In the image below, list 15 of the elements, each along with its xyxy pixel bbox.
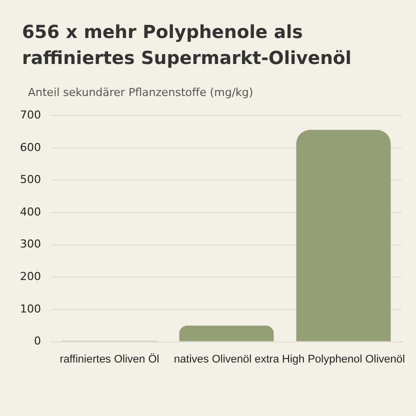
- bar: [296, 130, 391, 342]
- x-tick-label: High Polyphenol Olivenöl: [282, 354, 405, 366]
- x-tick-label: natives Olivenöl extra: [174, 354, 280, 366]
- bar: [179, 326, 274, 342]
- y-tick-label: 200: [20, 270, 41, 284]
- y-tick-label: 700: [20, 108, 41, 122]
- y-tick-label: 300: [20, 238, 41, 251]
- y-tick-label: 0: [34, 334, 41, 348]
- y-tick-label: 400: [20, 206, 41, 219]
- chart-title: 656 x mehr Polyphenole als raffiniertes Supermarkt-Olivenöl: [21, 21, 352, 72]
- x-tick-label: raffiniertes Oliven Öl: [60, 352, 160, 366]
- y-tick-label: 600: [20, 140, 41, 154]
- y-tick-label: 500: [20, 173, 41, 186]
- y-axis-title: Anteil sekundärer Pflanzenstoffe (mg/kg): [27, 85, 254, 100]
- y-tick-label: 100: [20, 302, 41, 316]
